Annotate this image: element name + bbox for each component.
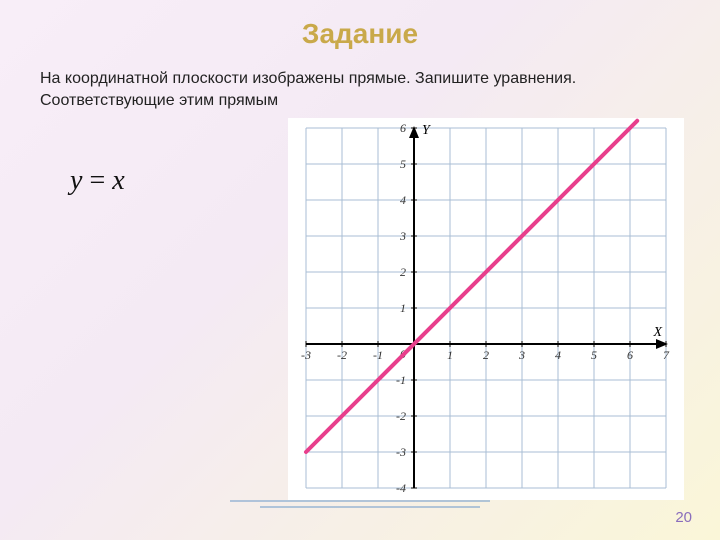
svg-text:7: 7 (663, 348, 670, 362)
svg-text:-2: -2 (337, 348, 347, 362)
svg-text:1: 1 (400, 301, 406, 315)
svg-text:5: 5 (591, 348, 597, 362)
chart-svg: -3-2-11234567-4-3-2-11234560XY (288, 118, 684, 500)
svg-text:-1: -1 (396, 373, 406, 387)
svg-text:X: X (652, 325, 662, 340)
slide-title: Задание (0, 0, 720, 50)
page-number: 20 (675, 509, 692, 526)
svg-text:1: 1 (447, 348, 453, 362)
svg-text:3: 3 (518, 348, 525, 362)
svg-text:2: 2 (483, 348, 489, 362)
task-text: На координатной плоскости изображены пря… (40, 68, 680, 111)
slide-page: Задание На координатной плоскости изобра… (0, 0, 720, 540)
svg-text:4: 4 (400, 193, 406, 207)
svg-text:6: 6 (627, 348, 633, 362)
task-line-2: Соответствующие этим прямым (40, 92, 278, 109)
svg-text:3: 3 (399, 229, 406, 243)
svg-text:5: 5 (400, 157, 406, 171)
svg-text:-4: -4 (396, 481, 406, 495)
svg-text:-1: -1 (373, 348, 383, 362)
svg-text:-3: -3 (396, 445, 406, 459)
coordinate-chart: -3-2-11234567-4-3-2-11234560XY (288, 118, 684, 500)
decor-line-icon (230, 500, 490, 502)
svg-text:4: 4 (555, 348, 561, 362)
svg-text:-2: -2 (396, 409, 406, 423)
equation-text: y = x (70, 165, 125, 197)
svg-text:-3: -3 (301, 348, 311, 362)
svg-text:2: 2 (400, 265, 406, 279)
decor-line-icon (260, 506, 480, 508)
svg-text:6: 6 (400, 121, 406, 135)
task-line-1: На координатной плоскости изображены пря… (40, 70, 576, 87)
